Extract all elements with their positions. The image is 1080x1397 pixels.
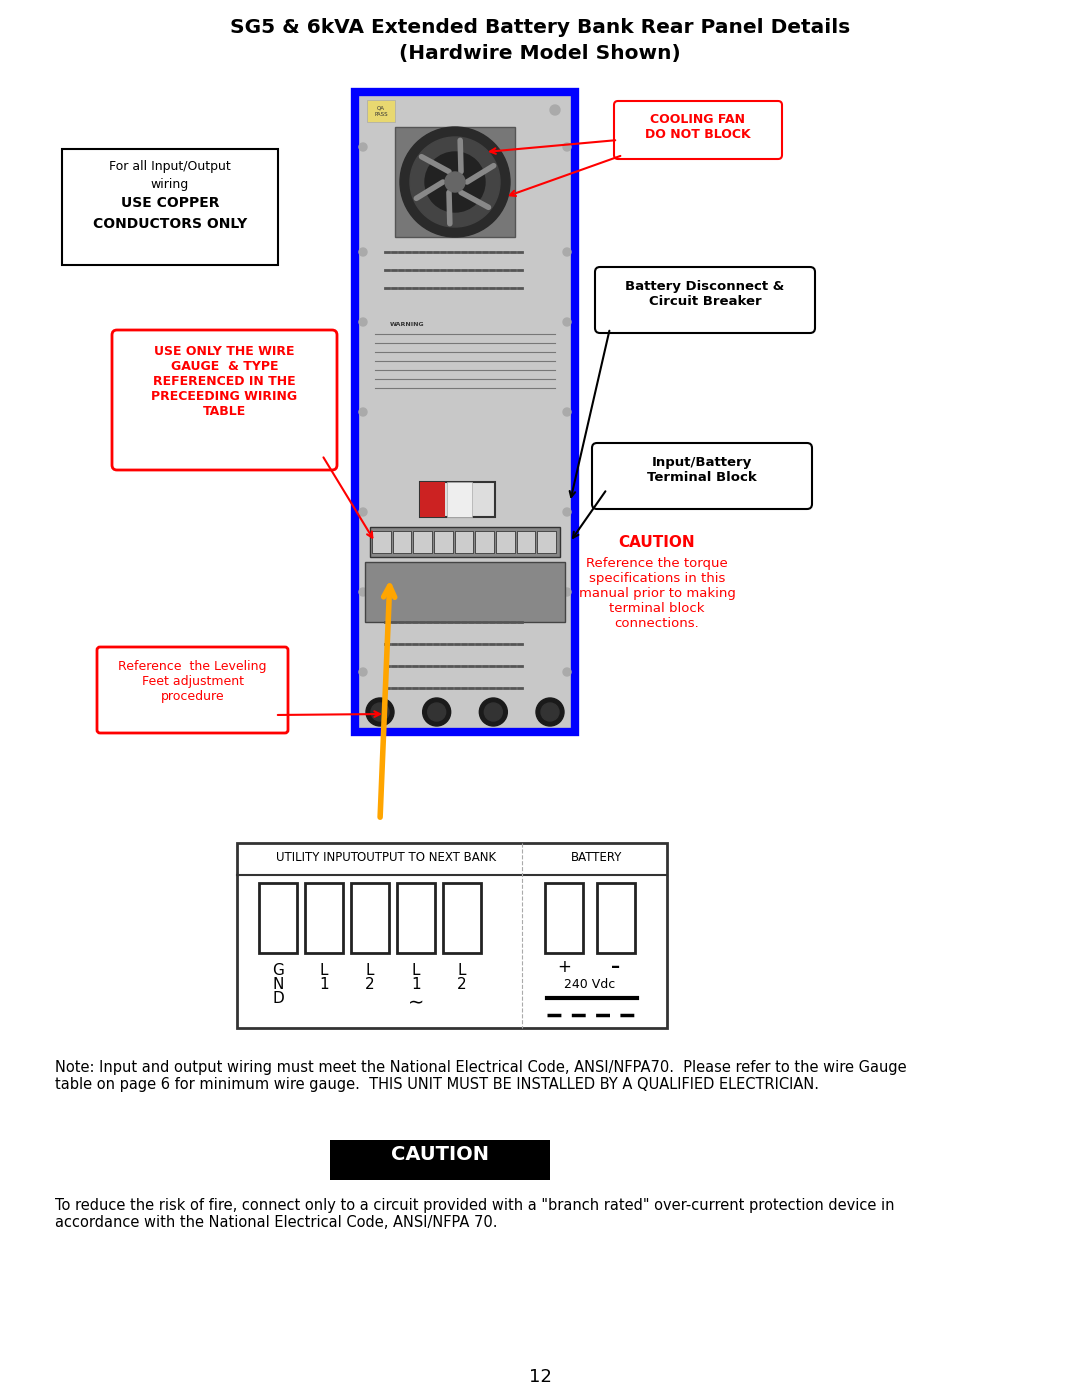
Text: USE ONLY THE WIRE
GAUGE  & TYPE
REFERENCED IN THE
PRECEEDING WIRING
TABLE: USE ONLY THE WIRE GAUGE & TYPE REFERENCE… <box>151 345 298 418</box>
Circle shape <box>563 319 571 326</box>
Circle shape <box>359 408 367 416</box>
Circle shape <box>426 152 485 212</box>
Text: (Hardwire Model Shown): (Hardwire Model Shown) <box>400 43 680 63</box>
Text: 2: 2 <box>365 977 375 992</box>
Text: 240 Vdc: 240 Vdc <box>565 978 616 990</box>
FancyBboxPatch shape <box>420 482 445 517</box>
Text: Battery Disconnect &
Circuit Breaker: Battery Disconnect & Circuit Breaker <box>625 279 785 307</box>
FancyBboxPatch shape <box>420 482 495 517</box>
FancyBboxPatch shape <box>62 149 278 265</box>
Text: G: G <box>272 963 284 978</box>
Circle shape <box>563 408 571 416</box>
Circle shape <box>400 127 510 237</box>
FancyBboxPatch shape <box>516 531 536 553</box>
Text: Note: Input and output wiring must meet the National Electrical Code, ANSI/NFPA7: Note: Input and output wiring must meet … <box>55 1060 906 1092</box>
Circle shape <box>410 137 500 226</box>
Circle shape <box>428 703 446 721</box>
FancyBboxPatch shape <box>365 562 565 622</box>
FancyBboxPatch shape <box>259 883 297 953</box>
Text: COOLING FAN
DO NOT BLOCK: COOLING FAN DO NOT BLOCK <box>645 113 751 141</box>
FancyBboxPatch shape <box>372 531 391 553</box>
Text: L: L <box>411 963 420 978</box>
Text: ∼: ∼ <box>408 993 424 1011</box>
Circle shape <box>359 588 367 597</box>
Text: BATTERY: BATTERY <box>571 851 623 863</box>
Circle shape <box>422 698 450 726</box>
Text: L: L <box>320 963 328 978</box>
Circle shape <box>480 698 508 726</box>
FancyBboxPatch shape <box>595 267 815 332</box>
FancyBboxPatch shape <box>443 883 481 953</box>
FancyBboxPatch shape <box>496 531 515 553</box>
Text: +: + <box>557 958 571 977</box>
Circle shape <box>359 319 367 326</box>
FancyBboxPatch shape <box>447 482 472 517</box>
FancyBboxPatch shape <box>538 531 556 553</box>
FancyBboxPatch shape <box>367 101 395 122</box>
Text: Reference the torque
specifications in this
manual prior to making
terminal bloc: Reference the torque specifications in t… <box>579 557 735 630</box>
Text: Reference  the Leveling
Feet adjustment
procedure: Reference the Leveling Feet adjustment p… <box>118 659 267 703</box>
Text: N: N <box>272 977 284 992</box>
Text: L: L <box>366 963 375 978</box>
Circle shape <box>563 588 571 597</box>
FancyBboxPatch shape <box>592 443 812 509</box>
FancyBboxPatch shape <box>370 527 561 557</box>
Text: Input/Battery
Terminal Block: Input/Battery Terminal Block <box>647 455 757 483</box>
Text: 1: 1 <box>320 977 328 992</box>
Circle shape <box>563 142 571 151</box>
Text: SG5 & 6kVA Extended Battery Bank Rear Panel Details: SG5 & 6kVA Extended Battery Bank Rear Pa… <box>230 18 850 36</box>
Circle shape <box>445 172 465 191</box>
FancyBboxPatch shape <box>475 531 494 553</box>
Text: CONDUCTORS ONLY: CONDUCTORS ONLY <box>93 217 247 231</box>
Circle shape <box>563 509 571 515</box>
Text: L: L <box>458 963 467 978</box>
FancyBboxPatch shape <box>615 101 782 159</box>
FancyBboxPatch shape <box>455 531 473 553</box>
Circle shape <box>563 668 571 676</box>
Text: UTILITY INPUT: UTILITY INPUT <box>276 851 357 863</box>
Text: WARNING: WARNING <box>390 321 424 327</box>
FancyBboxPatch shape <box>545 883 583 953</box>
Text: 1: 1 <box>411 977 421 992</box>
Circle shape <box>563 249 571 256</box>
FancyBboxPatch shape <box>393 531 411 553</box>
Circle shape <box>359 249 367 256</box>
Text: CAUTION: CAUTION <box>391 1146 489 1164</box>
Text: For all Input/Output: For all Input/Output <box>109 161 231 173</box>
FancyBboxPatch shape <box>414 531 432 553</box>
Text: D: D <box>272 990 284 1006</box>
FancyBboxPatch shape <box>397 883 435 953</box>
Text: USE COPPER: USE COPPER <box>121 196 219 210</box>
FancyBboxPatch shape <box>112 330 337 469</box>
Text: 2: 2 <box>457 977 467 992</box>
Text: wiring: wiring <box>151 177 189 191</box>
Text: To reduce the risk of fire, connect only to a circuit provided with a "branch ra: To reduce the risk of fire, connect only… <box>55 1199 894 1231</box>
FancyBboxPatch shape <box>597 883 635 953</box>
Circle shape <box>484 703 502 721</box>
FancyBboxPatch shape <box>359 96 571 728</box>
FancyBboxPatch shape <box>97 647 288 733</box>
Text: 12: 12 <box>528 1368 552 1386</box>
Circle shape <box>536 698 564 726</box>
Text: QA
PASS: QA PASS <box>374 106 388 117</box>
FancyBboxPatch shape <box>434 531 453 553</box>
Text: OUTPUT TO NEXT BANK: OUTPUT TO NEXT BANK <box>357 851 497 863</box>
Circle shape <box>372 703 389 721</box>
FancyBboxPatch shape <box>330 1140 550 1180</box>
Circle shape <box>366 698 394 726</box>
Circle shape <box>550 105 561 115</box>
Text: –: – <box>611 958 621 977</box>
Circle shape <box>359 142 367 151</box>
Text: CAUTION: CAUTION <box>619 535 696 550</box>
FancyBboxPatch shape <box>305 883 343 953</box>
Circle shape <box>541 703 559 721</box>
FancyBboxPatch shape <box>395 127 515 237</box>
FancyBboxPatch shape <box>237 842 667 1028</box>
Circle shape <box>359 509 367 515</box>
Circle shape <box>359 668 367 676</box>
FancyBboxPatch shape <box>351 883 389 953</box>
